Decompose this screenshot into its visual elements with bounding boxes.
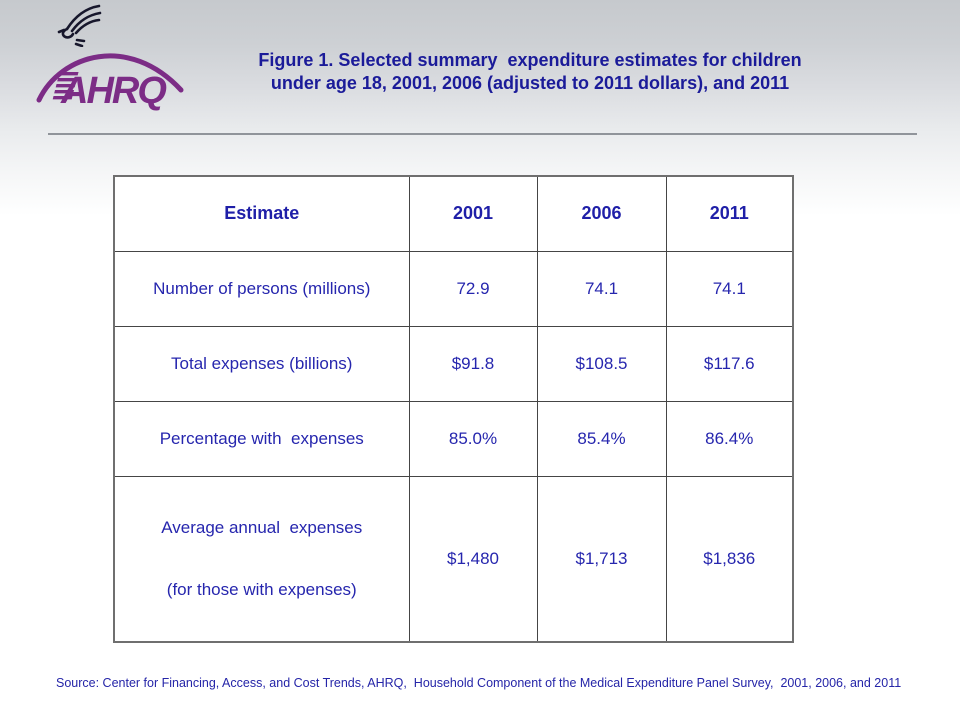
row-label: Percentage with expenses (113, 400, 410, 477)
source-note: Source: Center for Financing, Access, an… (56, 676, 902, 690)
row-label: Total expenses (billions) (113, 325, 410, 402)
table-row-total-expenses: Total expenses (billions) $91.8 $108.5 $… (113, 325, 794, 402)
value-cell: $108.5 (536, 325, 667, 402)
value-cell: 72.9 (408, 250, 538, 327)
table-row-number-of-persons: Number of persons (millions) 72.9 74.1 7… (113, 250, 794, 327)
row-label-line2: (for those with expenses) (166, 579, 357, 599)
row-label-line1: Average annual expenses (161, 517, 363, 537)
value-cell: 74.1 (536, 250, 667, 327)
table-row-percentage-with-expenses: Percentage with expenses 85.0% 85.4% 86.… (113, 400, 794, 477)
slide-title-line2: under age 18, 2001, 2006 (adjusted to 20… (270, 73, 790, 93)
table-header-estimate: Estimate (113, 175, 410, 252)
hhs-eagle-icon (57, 4, 102, 47)
value-cell: 85.0% (408, 400, 538, 477)
value-cell: $91.8 (408, 325, 538, 402)
value-cell: 74.1 (665, 250, 794, 327)
expenditure-table: Estimate 2001 2006 2011 Number of person… (113, 175, 794, 643)
ahrq-logo: AHRQ (36, 53, 184, 112)
slide-title-line1: Figure 1. Selected summary expenditure e… (258, 50, 802, 70)
value-cell: 86.4% (665, 400, 794, 477)
ahrq-arc (36, 53, 184, 103)
value-cell: $1,713 (536, 475, 667, 642)
table-row-average-annual-expenses: Average annual expenses (for those with … (113, 475, 794, 642)
slide-title: Figure 1. Selected summary expenditure e… (150, 49, 910, 95)
ahrq-wordmark-text: AHRQ (60, 70, 166, 112)
value-cell: $117.6 (665, 325, 794, 402)
table-header-2006: 2006 (536, 175, 667, 252)
table-header-row: Estimate 2001 2006 2011 (113, 175, 794, 252)
value-cell: 85.4% (536, 400, 667, 477)
value-cell: $1,480 (408, 475, 538, 642)
value-cell: $1,836 (665, 475, 794, 642)
table-header-2011: 2011 (665, 175, 794, 252)
ahrq-stripes (52, 72, 79, 100)
row-label: Number of persons (millions) (113, 250, 410, 327)
row-label: Average annual expenses (for those with … (113, 475, 410, 642)
title-divider (48, 133, 917, 135)
table-header-2001: 2001 (408, 175, 538, 252)
